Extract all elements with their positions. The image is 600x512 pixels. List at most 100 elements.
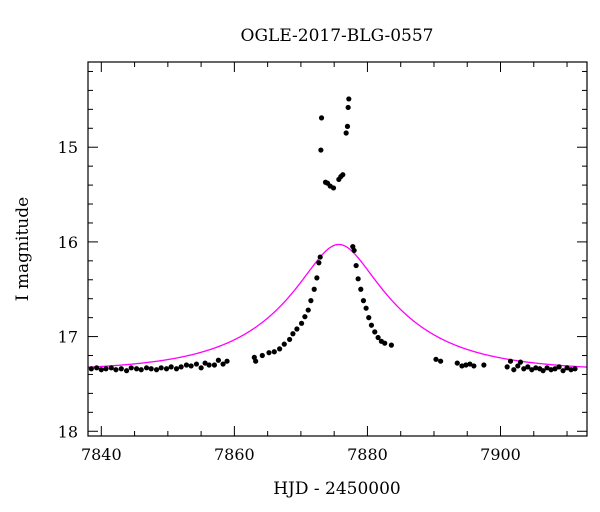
data-point: [215, 357, 222, 363]
data-point: [548, 367, 554, 373]
data-point: [564, 365, 570, 371]
data-points: [88, 96, 578, 374]
data-point: [148, 366, 154, 372]
data-point: [438, 358, 444, 364]
data-point: [375, 334, 381, 341]
y-tick-label: 17: [58, 328, 78, 347]
data-point: [525, 364, 531, 370]
data-point: [344, 123, 351, 129]
data-point: [113, 367, 119, 373]
y-axis-label: I magnitude: [13, 197, 33, 301]
data-point: [287, 336, 293, 343]
data-point: [360, 298, 367, 304]
data-point: [133, 366, 140, 372]
data-point: [463, 362, 469, 368]
data-point: [168, 364, 174, 370]
data-point: [305, 307, 311, 313]
data-point: [290, 331, 296, 337]
data-point: [454, 360, 460, 366]
data-point: [343, 130, 349, 136]
data-point: [330, 185, 337, 191]
data-point: [253, 358, 259, 364]
y-tick-label: 15: [58, 138, 78, 157]
data-point: [178, 364, 184, 370]
data-point: [173, 366, 180, 372]
data-point: [206, 362, 212, 368]
data-point: [318, 147, 324, 153]
data-point: [316, 260, 322, 266]
data-point: [281, 341, 287, 347]
data-point: [259, 352, 265, 359]
data-point: [294, 326, 300, 332]
data-point: [193, 361, 200, 367]
data-point: [515, 363, 521, 369]
data-point: [138, 367, 144, 373]
data-point: [552, 366, 558, 372]
data-point: [521, 366, 527, 372]
data-point: [94, 365, 100, 371]
data-point: [311, 286, 317, 292]
data-point: [507, 358, 514, 364]
data-point: [517, 359, 524, 365]
data-point: [198, 365, 204, 371]
data-point: [188, 363, 194, 369]
data-point: [368, 322, 375, 328]
data-point: [459, 363, 465, 369]
data-point: [314, 275, 320, 281]
data-point: [128, 365, 134, 371]
model-curve: [87, 243, 588, 368]
data-point: [118, 366, 124, 372]
data-point: [220, 361, 226, 367]
data-point: [467, 361, 473, 367]
data-point: [277, 346, 283, 352]
chart-title: OGLE-2017-BLG-0557: [241, 26, 434, 46]
data-point: [298, 320, 305, 326]
data-point: [533, 365, 539, 371]
plot-frame: [87, 61, 588, 437]
data-point: [98, 367, 104, 373]
data-point: [345, 104, 351, 111]
data-point: [529, 367, 535, 373]
data-point: [211, 362, 218, 368]
data-point: [103, 366, 109, 372]
data-point: [346, 96, 352, 102]
data-point: [358, 286, 364, 292]
x-tick-label: 7900: [480, 445, 521, 464]
data-point: [317, 254, 323, 260]
data-point: [560, 368, 566, 374]
axis-ticks: [88, 62, 587, 436]
data-point: [351, 247, 357, 254]
data-point: [366, 315, 372, 321]
data-point: [88, 366, 94, 372]
data-point: [224, 358, 230, 364]
data-point: [123, 368, 130, 374]
data-point: [511, 367, 517, 373]
data-point: [481, 362, 487, 368]
data-point: [433, 356, 439, 362]
data-point: [163, 366, 170, 372]
x-tick-label: 7880: [347, 445, 388, 464]
data-point: [355, 276, 361, 282]
y-tick-label: 16: [58, 233, 78, 252]
data-point: [158, 365, 164, 371]
data-point: [572, 366, 578, 372]
data-point: [382, 340, 388, 346]
y-tick-label: 18: [58, 422, 78, 441]
data-point: [363, 305, 369, 311]
data-point: [308, 298, 314, 304]
data-point: [302, 314, 308, 320]
data-point: [388, 342, 394, 348]
tick-labels: 7840 7860 7880 7900 15 16 17 18: [58, 138, 521, 464]
x-tick-label: 7840: [81, 445, 122, 464]
data-point: [568, 367, 574, 373]
data-point: [271, 349, 277, 355]
data-point: [556, 364, 562, 370]
data-point: [372, 329, 378, 335]
data-point: [540, 368, 546, 374]
data-point: [108, 365, 114, 371]
model-layer: [87, 243, 588, 368]
data-point: [318, 115, 325, 121]
data-point: [504, 364, 510, 370]
data-point: [183, 362, 190, 368]
